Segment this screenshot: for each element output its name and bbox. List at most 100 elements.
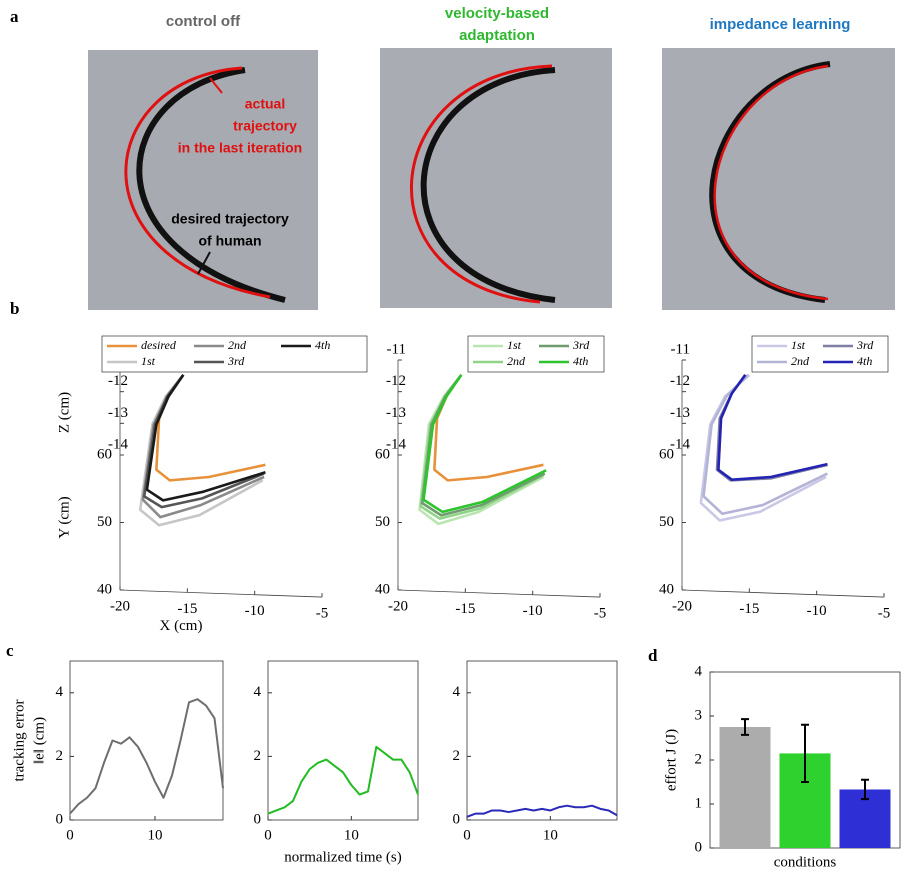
legend-label: 1st xyxy=(141,354,156,368)
photo: control off actual trajectory in the las… xyxy=(88,13,318,310)
z-axis-label: Z (cm) xyxy=(56,392,72,433)
y-tick-label: 0 xyxy=(254,811,262,827)
arrow xyxy=(209,77,223,94)
x-tick-label: -10 xyxy=(523,603,543,619)
annotation: in the last iteration xyxy=(178,140,302,156)
trajectory xyxy=(419,374,545,520)
annotation: trajectory xyxy=(233,118,297,134)
x-tick-label: -20 xyxy=(672,598,692,614)
error-line xyxy=(466,804,618,818)
x-tick-label: 0 xyxy=(264,827,272,843)
trajectory xyxy=(141,374,265,519)
z-tick-label: -14 xyxy=(670,436,690,452)
x-tick-label: -10 xyxy=(245,603,265,619)
trajectory xyxy=(717,374,828,481)
y-tick-label: 40 xyxy=(375,581,390,597)
actual-path xyxy=(410,64,553,304)
x-tick-label: -20 xyxy=(388,598,408,614)
trajectory xyxy=(420,374,546,517)
trajectory xyxy=(422,374,547,514)
legend-label: 2nd xyxy=(791,354,810,368)
plot-frame xyxy=(466,660,618,821)
legend-box xyxy=(467,335,605,373)
error-line xyxy=(69,698,224,815)
x-tick-label: -15 xyxy=(455,601,475,617)
y-tick-label: 50 xyxy=(659,514,674,530)
y-tick-label: 50 xyxy=(375,514,390,530)
y-tick-label: 2 xyxy=(56,748,64,764)
y-tick-label: 4 xyxy=(453,684,461,700)
y-tick-label: 4 xyxy=(254,684,262,700)
y-tick-label: 4 xyxy=(56,684,64,700)
error-line xyxy=(267,745,419,815)
y-tick-label: 1 xyxy=(695,795,703,811)
error-bar xyxy=(861,778,869,801)
x-tick-label: -5 xyxy=(316,606,329,622)
z-tick-label: -14 xyxy=(386,436,406,452)
x-tick-label: -15 xyxy=(177,601,197,617)
photo-background xyxy=(88,50,318,310)
z-tick-label: -14 xyxy=(108,436,128,452)
annotation: of human xyxy=(199,233,262,249)
trajectory xyxy=(142,374,265,509)
plot-frame xyxy=(69,660,224,821)
legend-label: 3rd xyxy=(856,338,874,352)
y-tick-label: 0 xyxy=(453,811,461,827)
y-tick-label: 2 xyxy=(453,748,461,764)
z-tick-label: -12 xyxy=(108,373,128,389)
axis-line xyxy=(397,589,601,598)
legend-label: 1st xyxy=(507,338,522,352)
y-tick-label: 60 xyxy=(97,446,112,462)
plot-frame xyxy=(267,660,419,821)
photo-title: velocity-based xyxy=(445,5,549,22)
photo-background xyxy=(662,48,895,310)
error-bar xyxy=(801,723,809,783)
legend-label: 2nd xyxy=(228,338,247,352)
actual-path xyxy=(124,66,271,299)
arrow xyxy=(197,251,211,275)
legend-label: 2nd xyxy=(507,354,526,368)
legend-label: 4th xyxy=(573,354,588,368)
desired-path xyxy=(420,67,556,303)
x-axis-label: X (cm) xyxy=(160,618,203,634)
annotation: desired trajectory xyxy=(171,211,289,227)
x-tick-label: 0 xyxy=(66,827,74,843)
legend-label: 1st xyxy=(791,338,806,352)
axis-line xyxy=(681,589,885,598)
annotation: actual xyxy=(245,96,285,112)
photo-title: impedance learning xyxy=(710,16,851,33)
y-axis-label: ‖e‖ (cm) xyxy=(31,717,47,764)
legend-label: desired xyxy=(141,338,177,352)
actual-path xyxy=(713,64,829,301)
y-axis-label: tracking error xyxy=(11,699,27,781)
photo-title: adaptation xyxy=(459,27,535,44)
y-tick-label: 0 xyxy=(56,811,64,827)
x-tick-label: -15 xyxy=(739,601,759,617)
legend-label: 3rd xyxy=(227,354,245,368)
error-bar xyxy=(741,718,749,736)
y-axis-label: Y (cm) xyxy=(56,496,72,538)
legend-label: 4th xyxy=(315,338,330,352)
x-tick-label: 10 xyxy=(148,827,163,843)
x-tick-label: -5 xyxy=(594,606,607,622)
legend-label: 4th xyxy=(857,354,872,368)
desired-path xyxy=(136,67,286,303)
y-tick-label: 60 xyxy=(659,446,674,462)
y-tick-label: 2 xyxy=(695,751,703,767)
panel-letter: c xyxy=(6,641,14,660)
x-tick-label: 10 xyxy=(344,827,359,843)
y-tick-label: 3 xyxy=(695,707,703,723)
bar xyxy=(719,727,771,848)
x-tick-label: -5 xyxy=(878,606,891,622)
y-tick-label: 0 xyxy=(695,839,703,855)
x-axis-label: normalized time (s) xyxy=(284,849,401,865)
panel-letter: a xyxy=(10,7,19,26)
z-tick-label: -13 xyxy=(386,405,406,421)
panel-letter: b xyxy=(10,299,19,318)
legend-box xyxy=(751,335,889,373)
photo-title: control off xyxy=(166,13,241,30)
panel-letter: d xyxy=(648,646,658,665)
photo: impedance learning xyxy=(662,16,895,310)
y-tick-label: 40 xyxy=(97,581,112,597)
